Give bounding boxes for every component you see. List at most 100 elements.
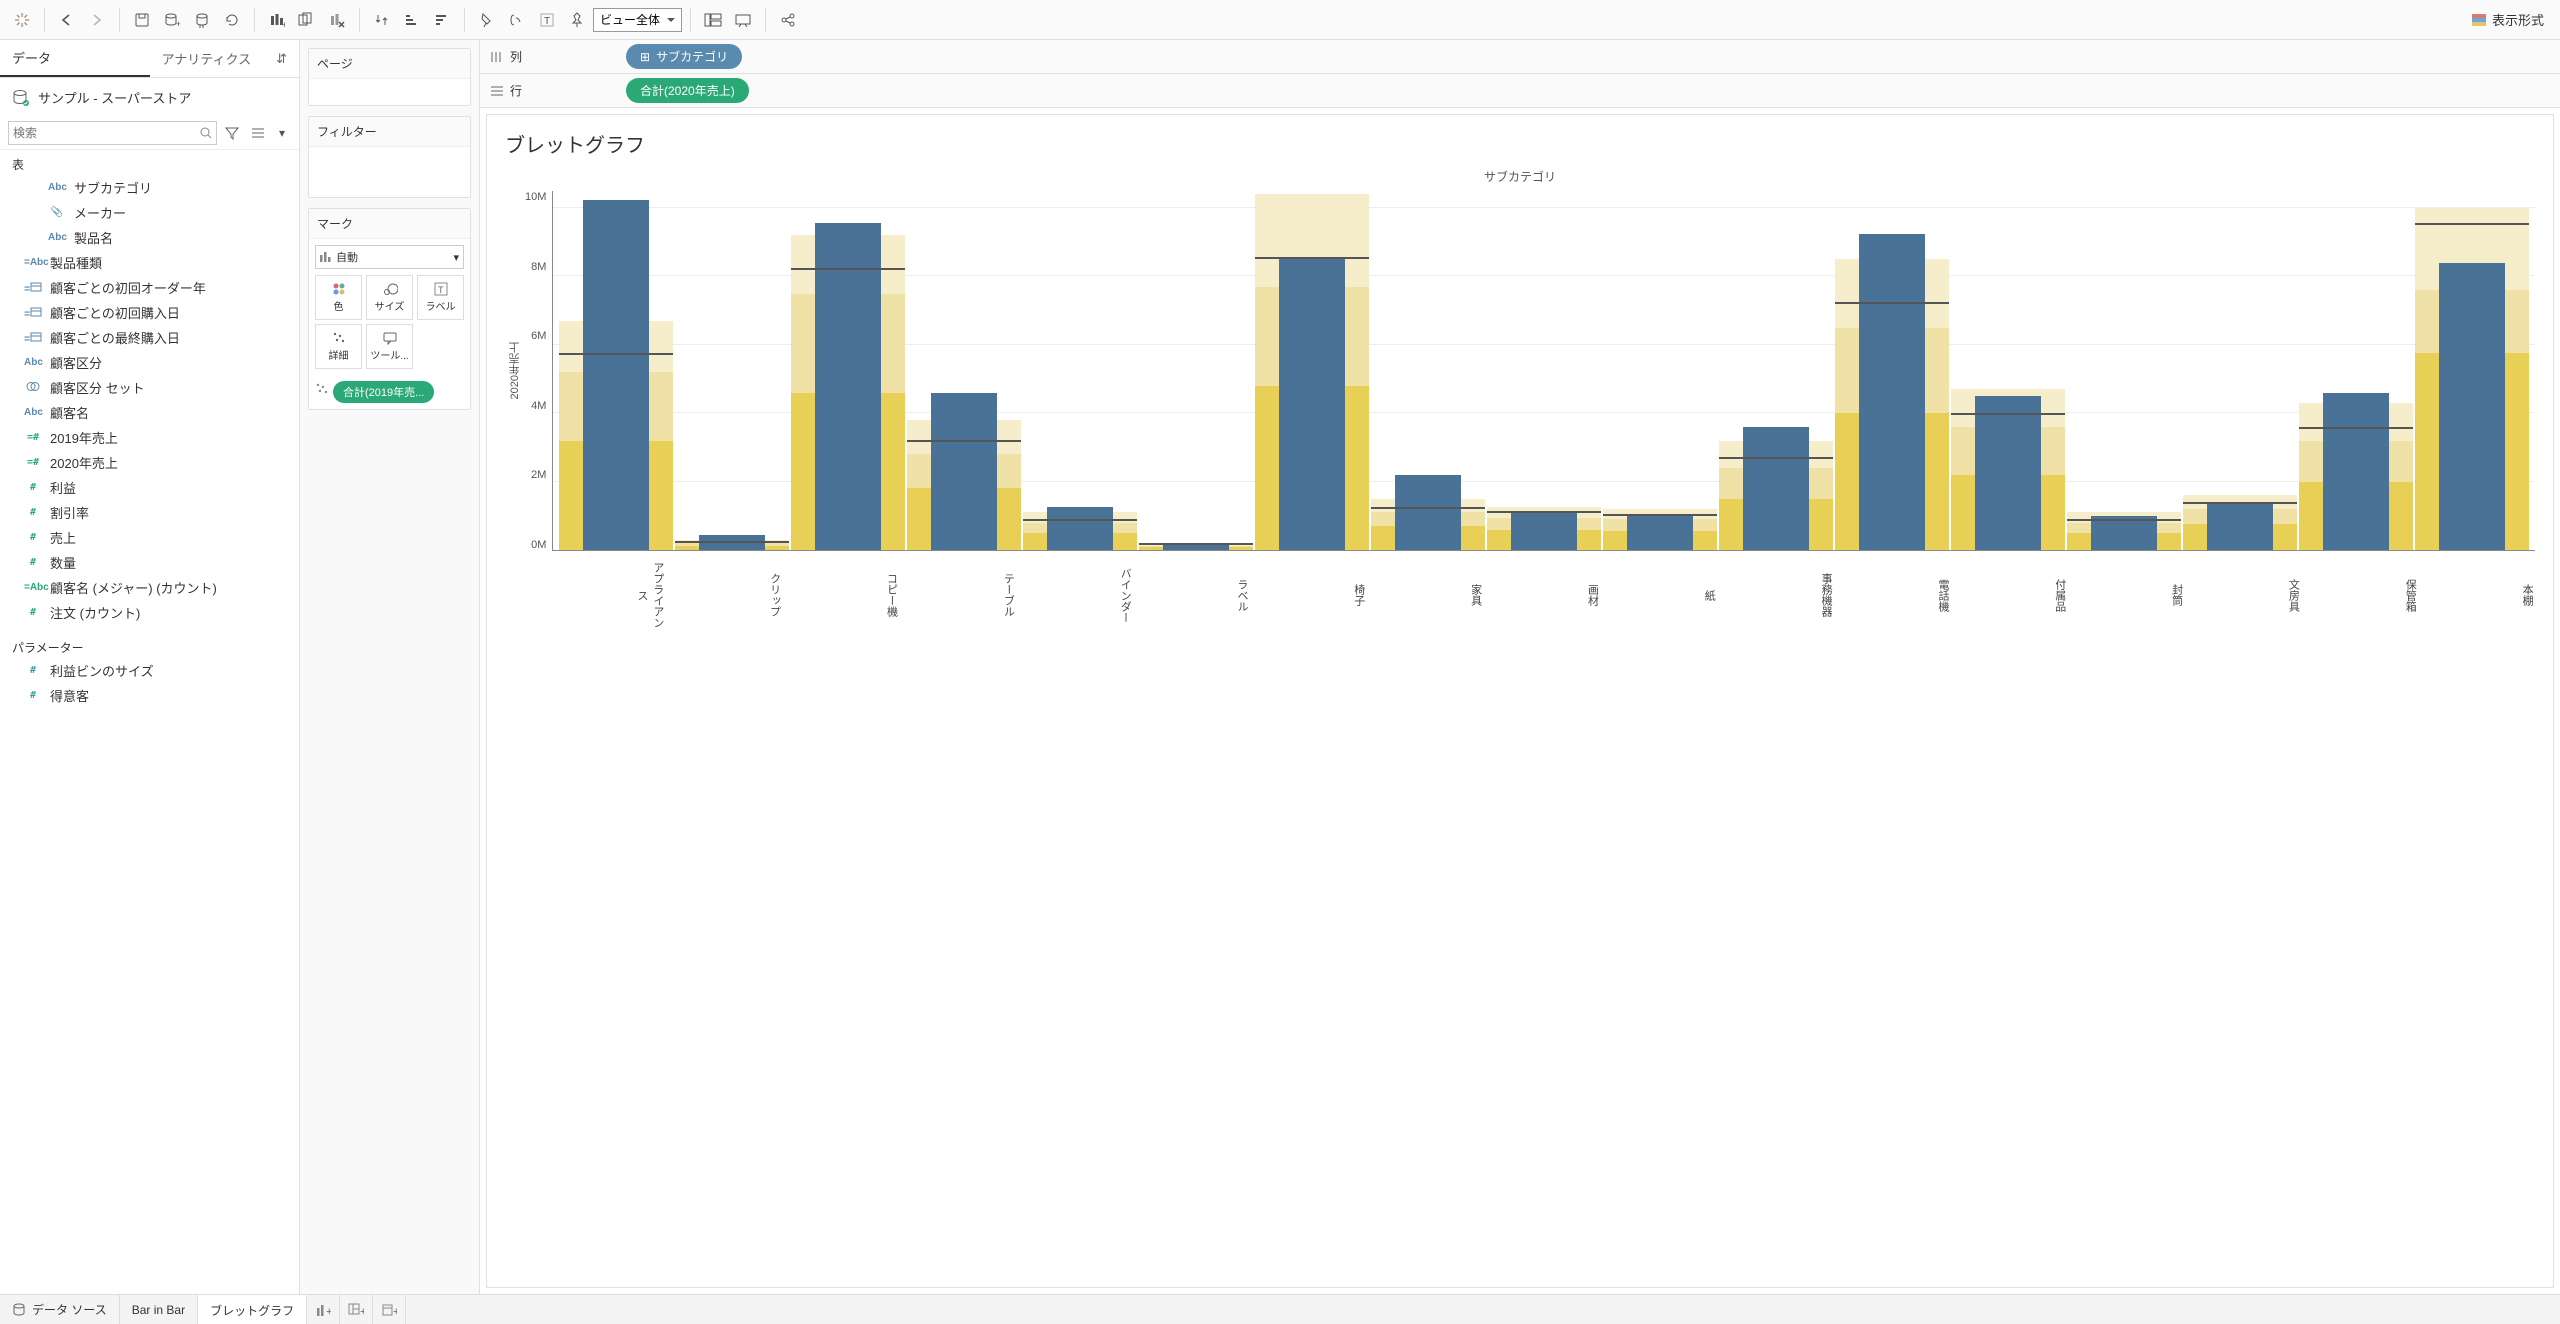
bar-column[interactable] [675,191,789,550]
field-item[interactable]: 📎メーカー [0,200,299,225]
bar-column[interactable] [1603,191,1717,550]
pin-icon[interactable] [563,6,591,34]
top-axis-label: サブカテゴリ [505,168,2535,185]
rows-icon [490,85,504,97]
show-cards-icon[interactable] [699,6,727,34]
new-story-icon[interactable]: + [373,1295,406,1324]
columns-pill[interactable]: ⊞ サブカテゴリ [626,44,742,69]
fit-select[interactable]: ビュー全体 [593,8,682,32]
bar-column[interactable] [1719,191,1833,550]
datasource-tab[interactable]: データ ソース [0,1295,120,1324]
x-label: 付属品 [1951,551,2068,631]
bar-column[interactable] [2299,191,2413,550]
sheet-tab[interactable]: ブレットグラフ [198,1295,307,1324]
field-item[interactable]: =#2020年売上 [0,450,299,475]
field-item[interactable]: =顧客ごとの初回オーダー年 [0,275,299,300]
highlight-icon[interactable] [473,6,501,34]
field-item[interactable]: #注文 (カウント) [0,600,299,625]
mark-color[interactable]: 色 [315,275,362,320]
mark-tooltip[interactable]: ツール... [366,324,413,369]
back-icon[interactable] [53,6,81,34]
marks-pill-2019[interactable]: 合計(2019年売... [333,381,434,403]
field-item[interactable]: #売上 [0,525,299,550]
datasource-icon [12,89,30,107]
bar-column[interactable] [559,191,673,550]
field-item[interactable]: Abc製品名 [0,225,299,250]
mark-type-select[interactable]: 自動▾ [315,245,464,269]
x-label: アプライアンス [549,551,666,631]
bar-column[interactable] [2183,191,2297,550]
field-item[interactable]: =#2019年売上 [0,425,299,450]
main: データ アナリティクス⇵ サンプル - スーパーストア ▾ 表 Abcサブカテゴ… [0,40,2560,1294]
save-icon[interactable] [128,6,156,34]
filter-fields-icon[interactable] [221,122,243,144]
x-label: 椅子 [1250,551,1367,631]
rows-pill[interactable]: 合計(2020年売上) [626,78,749,103]
bar-column[interactable] [1139,191,1253,550]
bar-column[interactable] [2067,191,2181,550]
svg-text:+: + [282,20,285,28]
field-item[interactable]: #数量 [0,550,299,575]
bar-column[interactable] [1371,191,1485,550]
bar-column[interactable] [1255,191,1369,550]
duplicate-sheet-icon[interactable] [293,6,321,34]
swap-icon[interactable] [368,6,396,34]
svg-text:T: T [438,285,444,295]
forward-icon[interactable] [83,6,111,34]
new-sheet-icon[interactable]: + [307,1295,340,1324]
y-axis: 10M8M6M4M2M0M [525,191,552,551]
section-tables: 表 [0,150,299,175]
mark-detail[interactable]: 詳細 [315,324,362,369]
field-menu-icon[interactable]: ▾ [273,122,291,144]
bar-column[interactable] [1023,191,1137,550]
tab-analytics[interactable]: アナリティクス⇵ [150,40,300,77]
new-dashboard-icon[interactable]: + [340,1295,373,1324]
field-item[interactable]: #割引率 [0,500,299,525]
x-label: 画材 [1484,551,1601,631]
logo-icon[interactable] [8,6,36,34]
field-item[interactable]: 顧客区分 セット [0,375,299,400]
clear-sheet-icon[interactable] [323,6,351,34]
field-item[interactable]: =顧客ごとの初回購入日 [0,300,299,325]
sort-desc-icon[interactable] [428,6,456,34]
bar-column[interactable] [1487,191,1601,550]
bar-column[interactable] [907,191,1021,550]
columns-icon [490,51,504,63]
view-fields-icon[interactable] [247,122,269,144]
share-icon[interactable] [774,6,802,34]
parameter-item[interactable]: #利益ビンのサイズ [0,658,299,683]
new-worksheet-icon[interactable]: + [263,6,291,34]
mark-label[interactable]: Tラベル [417,275,464,320]
datasource-row[interactable]: サンプル - スーパーストア [0,78,299,117]
refresh-icon[interactable] [218,6,246,34]
search-input[interactable] [13,126,200,140]
search-icon [200,127,212,139]
bar-column[interactable] [791,191,905,550]
field-item[interactable]: Abc顧客区分 [0,350,299,375]
presentation-icon[interactable] [729,6,757,34]
rows-shelf[interactable]: 行 合計(2020年売上) [480,74,2560,108]
sort-asc-icon[interactable] [398,6,426,34]
columns-label: 列 [510,48,522,65]
show-me-button[interactable]: 表示形式 [2464,6,2552,33]
field-item[interactable]: Abc顧客名 [0,400,299,425]
app-root: + + T ビュー全体 表示形式 データ アナリティクス⇵ [0,0,2560,1324]
mark-size[interactable]: サイズ [366,275,413,320]
new-datasource-icon[interactable]: + [158,6,186,34]
pause-data-icon[interactable] [188,6,216,34]
field-item[interactable]: =Abc製品種類 [0,250,299,275]
bar-column[interactable] [1951,191,2065,550]
field-item[interactable]: #利益 [0,475,299,500]
tab-data[interactable]: データ [0,40,150,77]
field-item[interactable]: =顧客ごとの最終購入日 [0,325,299,350]
marks-card: マーク 自動▾ 色 サイズ Tラベル 詳細 ツール... [308,208,471,410]
text-label-icon[interactable]: T [533,6,561,34]
columns-shelf[interactable]: 列 ⊞ サブカテゴリ [480,40,2560,74]
group-icon[interactable] [503,6,531,34]
bar-column[interactable] [2415,191,2529,550]
parameter-item[interactable]: #得意客 [0,683,299,708]
bar-column[interactable] [1835,191,1949,550]
sheet-tab[interactable]: Bar in Bar [120,1295,198,1324]
field-item[interactable]: =Abc顧客名 (メジャー) (カウント) [0,575,299,600]
field-item[interactable]: Abcサブカテゴリ [0,175,299,200]
